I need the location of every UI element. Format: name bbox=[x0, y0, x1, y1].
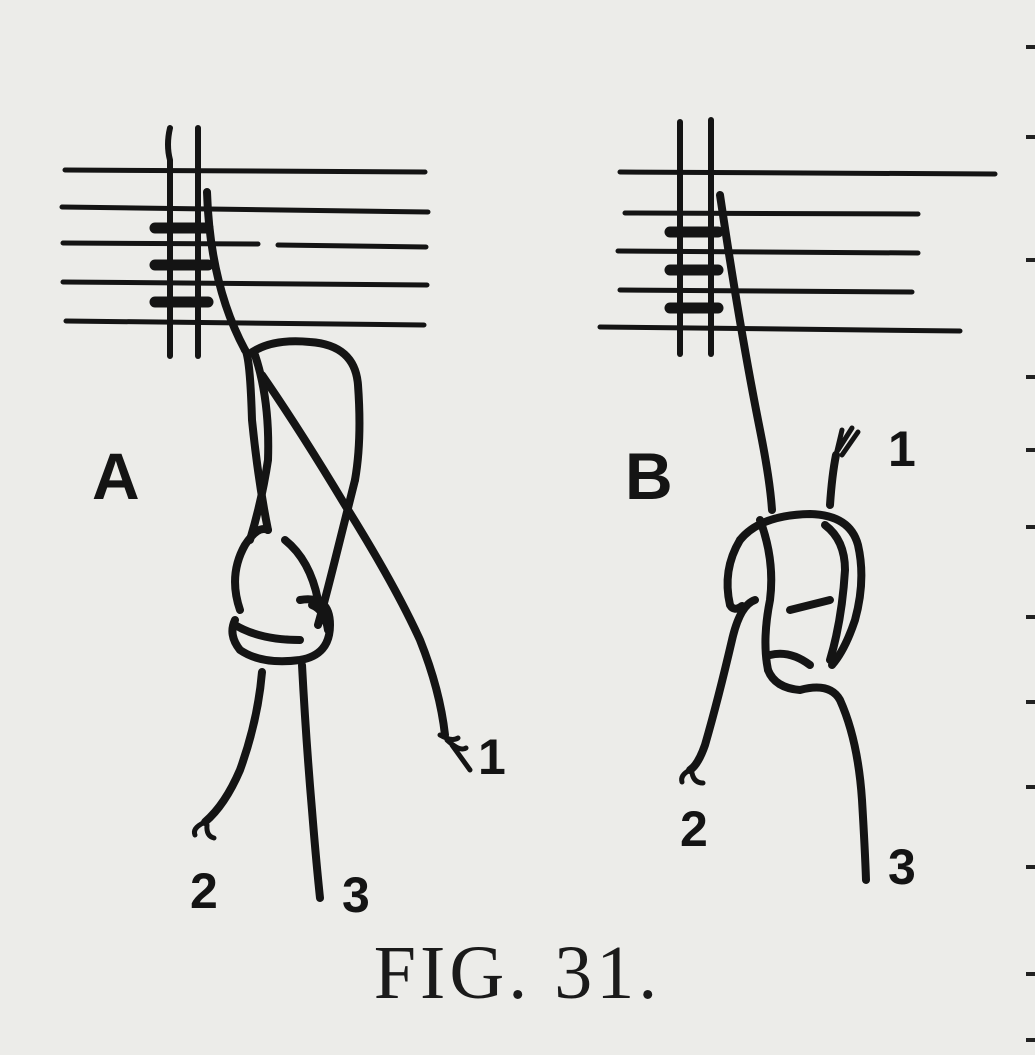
page-edge-marks bbox=[1023, 0, 1035, 1055]
panel-a-label: A bbox=[92, 439, 140, 513]
panel-b-warp-threads bbox=[597, 169, 998, 334]
panel-a-end-1: 1 bbox=[478, 729, 506, 785]
figure-caption: FIG. 31. bbox=[373, 931, 662, 1015]
panel-b-end-3: 3 bbox=[888, 839, 916, 895]
panel-b-wraps bbox=[664, 226, 724, 314]
panel-b-end-2: 2 bbox=[680, 801, 708, 857]
panel-b-label: B bbox=[625, 439, 673, 513]
panel-b-end-1: 1 bbox=[888, 421, 916, 477]
panel-a-end-3: 3 bbox=[342, 867, 370, 923]
panel-a-warp-threads bbox=[59, 167, 431, 328]
panel-b-knot-cord bbox=[679, 191, 870, 884]
panel-a-drawing bbox=[59, 125, 473, 902]
panel-b-drawing bbox=[597, 117, 998, 884]
panel-a-foundation-threads bbox=[165, 125, 201, 359]
panel-a-end-2: 2 bbox=[190, 863, 218, 919]
panel-a-knot-cord bbox=[192, 188, 473, 902]
panel-a-wraps bbox=[149, 222, 214, 308]
